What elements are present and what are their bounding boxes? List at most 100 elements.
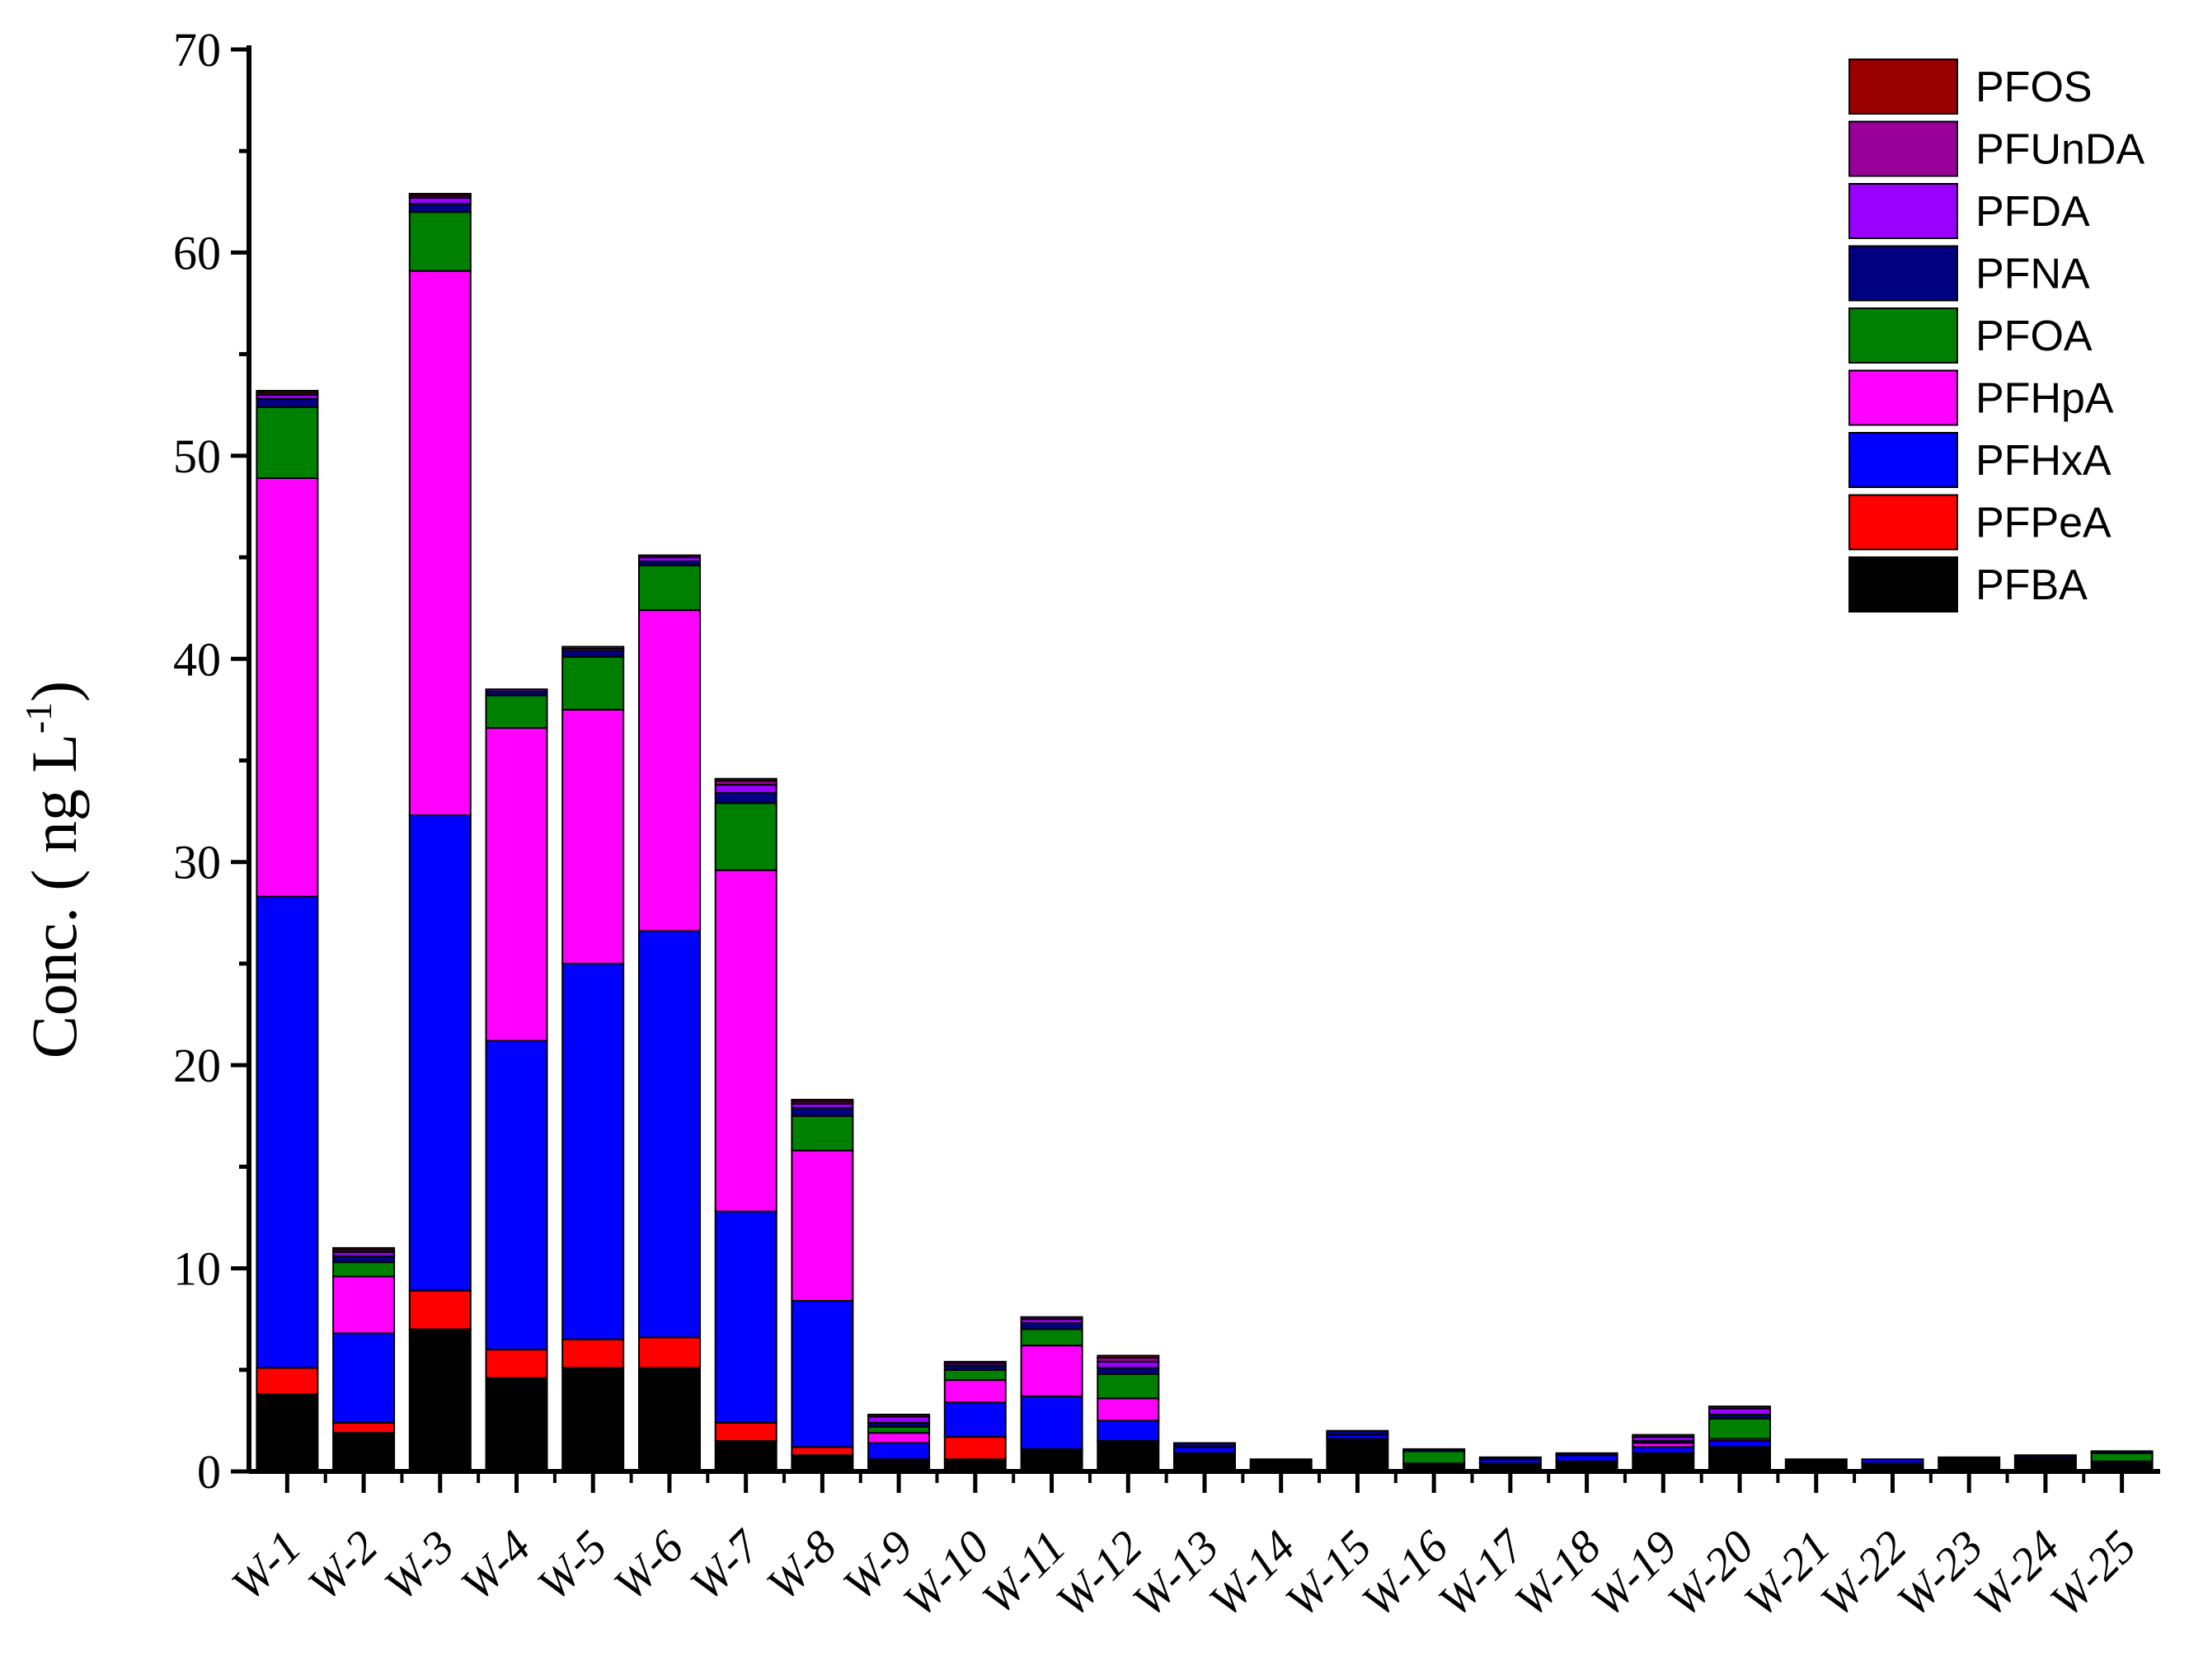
x-tick-label: W-13 — [1123, 1521, 1228, 1626]
bar-segment-pfos-w-8 — [791, 1099, 854, 1103]
legend-label-pfna: PFNA — [1975, 251, 2090, 298]
bar-segment-pfhxa-w-6 — [638, 930, 701, 1339]
legend-swatch-pfoa — [1848, 307, 1958, 364]
legend-swatch-pfda — [1848, 183, 1958, 239]
legend-swatch-pfpea — [1848, 494, 1958, 551]
y-tick-label: 40 — [173, 632, 221, 686]
x-tick-label: W-14 — [1200, 1521, 1305, 1626]
bar-segment-pfba-w-11 — [1020, 1448, 1083, 1473]
bar-segment-pfos-w-2 — [332, 1246, 396, 1251]
legend-label-pfos: PFOS — [1975, 63, 2093, 111]
bar-segment-pfba-w-2 — [332, 1432, 396, 1472]
legend-label-pfhxa: PFHxA — [1975, 437, 2111, 485]
bar-segment-pfba-w-4 — [485, 1377, 548, 1472]
bar-segment-pfba-w-1 — [256, 1393, 319, 1473]
bar-segment-pfda-w-9 — [867, 1415, 931, 1424]
x-tick-label: W-23 — [1887, 1521, 1993, 1626]
bar-segment-pfna-w-25 — [2090, 1450, 2154, 1454]
bar-segment-pfna-w-11 — [1020, 1322, 1083, 1330]
bar-segment-pfunda-w-19 — [1632, 1434, 1695, 1438]
x-tick-label: W-5 — [528, 1521, 617, 1610]
bar-segment-pfba-w-12 — [1097, 1440, 1160, 1472]
legend-swatch-pfos — [1848, 59, 1958, 115]
bar-segment-pfna-w-8 — [791, 1106, 854, 1117]
bar-segment-pfna-w-1 — [256, 397, 319, 408]
x-tick-label: W-21 — [1735, 1521, 1840, 1626]
bar-segment-pfoa-w-5 — [561, 655, 625, 711]
bar-segment-pfna-w-7 — [714, 791, 777, 805]
legend-swatch-pfunda — [1848, 120, 1958, 177]
bar-segment-pfna-w-12 — [1097, 1367, 1160, 1375]
bar-segment-pfna-w-17 — [1478, 1456, 1542, 1461]
x-tick-label: W-1 — [222, 1521, 311, 1610]
bar-segment-pfhpa-w-2 — [332, 1275, 396, 1335]
bar-segment-pfda-w-20 — [1708, 1407, 1771, 1415]
bar-segment-pfhpa-w-9 — [867, 1432, 931, 1444]
bar-segment-pfba-w-13 — [1173, 1452, 1236, 1473]
y-tick-label: 20 — [173, 1039, 221, 1092]
legend-swatch-pfhxa — [1848, 432, 1958, 488]
bar-segment-pfhxa-w-3 — [408, 814, 472, 1292]
legend-swatch-pfhpa — [1848, 369, 1958, 426]
bar-segment-pfhxa-w-11 — [1020, 1395, 1083, 1450]
bar-segment-pfna-w-24 — [2013, 1454, 2077, 1458]
bar-segment-pfna-w-13 — [1173, 1442, 1236, 1448]
bar-segment-pfos-w-3 — [408, 193, 472, 197]
legend: PFOS PFUnDA PFDA PFNA PFOA PFHpA PFHxA PFPeA PFB… — [1848, 59, 2144, 612]
bar-segment-pfpea-w-5 — [561, 1338, 625, 1369]
bar-segment-pfoa-w-8 — [791, 1115, 854, 1152]
legend-label-pfpea: PFPeA — [1975, 500, 2111, 547]
bar-segment-pfna-w-18 — [1555, 1452, 1618, 1457]
x-axis: W-1W-2W-3W-4W-5W-6W-7W-8W-9W-10W-11W-12W… — [222, 1469, 2160, 1627]
bar-segment-pfhpa-w-12 — [1097, 1397, 1160, 1422]
bar-segment-pfoa-w-25 — [2090, 1452, 2154, 1462]
bar-segment-pfba-w-15 — [1326, 1438, 1389, 1472]
bar-segment-pfoa-w-11 — [1020, 1328, 1083, 1347]
bar-segment-pfoa-w-12 — [1097, 1373, 1160, 1400]
y-axis-title-superscript: -1 — [17, 702, 59, 734]
bar-segment-pfba-w-20 — [1708, 1446, 1771, 1473]
bar-segment-pfhxa-w-19 — [1632, 1446, 1695, 1454]
y-axis-title: Conc. ( ng L-1) — [17, 681, 90, 1059]
x-tick-label: W-15 — [1275, 1521, 1381, 1626]
bar-segment-pfunda-w-6 — [638, 554, 701, 559]
x-tick-label: W-8 — [757, 1521, 846, 1610]
bar-segment-pfpea-w-8 — [791, 1446, 854, 1457]
bar-segment-pfda-w-12 — [1097, 1360, 1160, 1369]
bar-segment-pfunda-w-5 — [561, 645, 625, 650]
bar-segment-pfhpa-w-8 — [791, 1149, 854, 1302]
bar-segment-pfda-w-4 — [485, 688, 548, 692]
bar-segment-pfna-w-5 — [561, 650, 625, 658]
x-tick-label: W-16 — [1352, 1521, 1458, 1626]
bar-segment-pfoa-w-16 — [1402, 1450, 1466, 1465]
bar-segment-pfhxa-w-7 — [714, 1210, 777, 1424]
bar-segment-pfhpa-w-10 — [943, 1379, 1007, 1404]
bar-segment-pfna-w-3 — [408, 203, 472, 214]
legend-label-pfhpa: PFHpA — [1975, 375, 2114, 423]
bar-segment-pfunda-w-11 — [1020, 1316, 1083, 1321]
bar-segment-pfunda-w-9 — [867, 1414, 931, 1418]
bars-group — [256, 193, 2154, 1473]
bar-segment-pfba-w-5 — [561, 1367, 625, 1473]
x-tick-label: W-17 — [1429, 1520, 1536, 1627]
bar-segment-pfhxa-w-18 — [1555, 1454, 1618, 1462]
bar-segment-pfhpa-w-5 — [561, 708, 625, 964]
y-tick-label: 50 — [173, 429, 221, 483]
legend-label-pfda: PFDA — [1975, 188, 2090, 236]
bar-segment-pfoa-w-9 — [867, 1425, 931, 1434]
bar-segment-pfpea-w-1 — [256, 1367, 319, 1396]
legend-label-pfba: PFBA — [1975, 561, 2088, 609]
bar-segment-pfhxa-w-8 — [791, 1300, 854, 1448]
bar-segment-pfhpa-w-6 — [638, 609, 701, 932]
bar-segment-pfoa-w-2 — [332, 1261, 396, 1278]
legend-swatch-pfba — [1848, 556, 1958, 612]
x-tick-label: W-12 — [1046, 1521, 1152, 1626]
x-tick-label: W-20 — [1658, 1521, 1764, 1626]
bar-segment-pfhpa-w-7 — [714, 869, 777, 1213]
bar-segment-pfhxa-w-10 — [943, 1401, 1007, 1438]
y-tick-label: 0 — [197, 1445, 221, 1499]
x-tick-label: W-24 — [1964, 1521, 2069, 1626]
bar-segment-pfhxa-w-2 — [332, 1332, 396, 1424]
bar-segment-pfoa-w-20 — [1708, 1417, 1771, 1440]
bar-segment-pfhxa-w-13 — [1173, 1446, 1236, 1454]
